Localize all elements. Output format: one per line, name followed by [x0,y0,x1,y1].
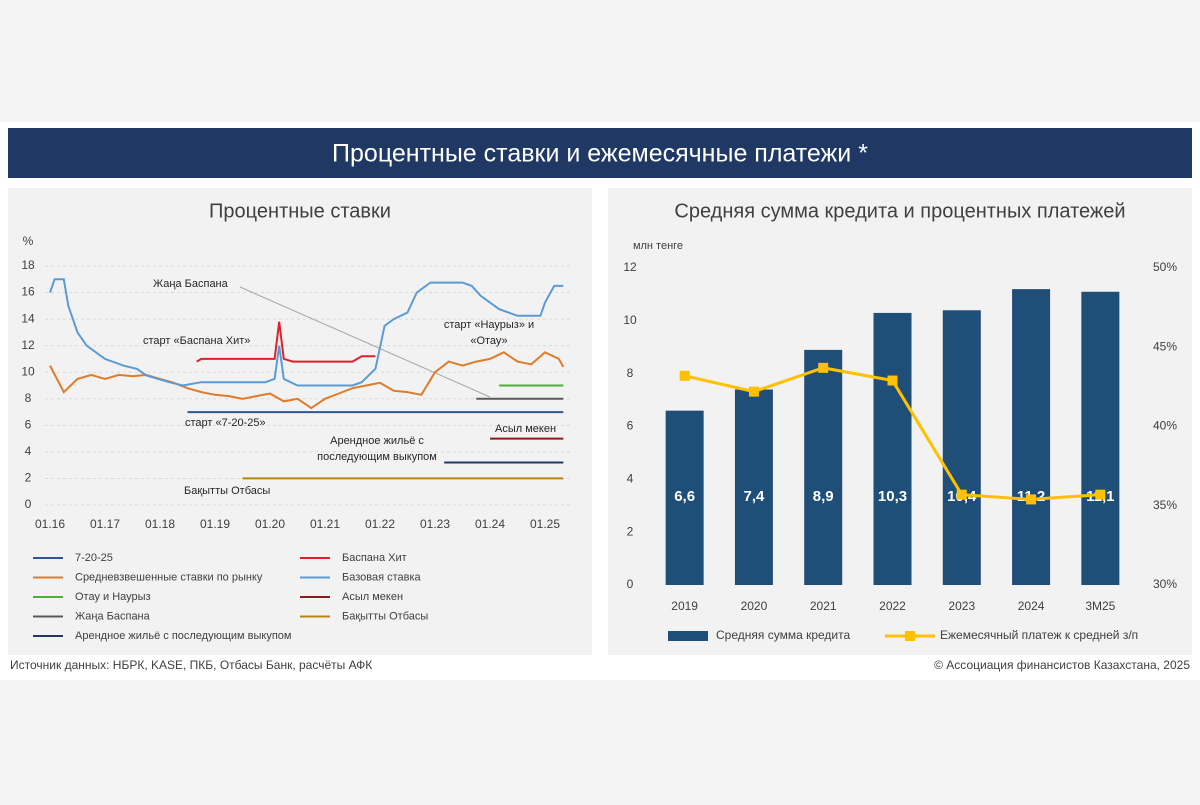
annotation: последующим выкупом [317,451,437,463]
x-tick-label: 01.19 [200,517,230,531]
y-tick-label: 0 [25,497,32,511]
x-tick-label: 01.20 [255,517,285,531]
y-tick-label: 2 [627,524,634,538]
value-label: 10,3 [878,488,907,505]
annotation: Жаңа Баспана [153,278,229,290]
annotation-pointer [239,286,491,398]
bar [734,389,773,585]
y-axis-label: млн тенге [633,240,683,252]
bar [1012,289,1051,585]
source: Источник данных: НБРК, KASE, ПКБ, Отбасы… [10,658,372,672]
legend-label: Средняя сумма кредита [716,628,850,642]
bar [665,410,704,585]
annotation: Бақытты Отбасы [184,485,270,497]
legend-label: 7-20-25 [75,552,113,564]
y-tick-label: 6 [25,418,32,432]
x-tick-label: 2022 [879,599,906,613]
x-tick-label: 01.23 [420,517,450,531]
line-marker [1026,494,1037,505]
y-tick-label: 18 [21,258,35,272]
y-tick-label: 4 [627,472,634,486]
legend-label: Базовая ставка [342,571,422,583]
x-tick-label: 2024 [1018,599,1045,613]
legend-label: Баспана Хит [342,552,407,564]
chart-title: Процентные ставки [209,200,391,222]
line-marker [679,370,690,381]
left-panel [8,188,592,655]
chart-title: Средняя сумма кредита и процентных плате… [674,200,1125,222]
x-tick-label: 2019 [671,599,698,613]
y-tick-label: 12 [623,260,637,274]
legend-label: Асыл мекен [342,591,403,603]
x-tick-label: 01.21 [310,517,340,531]
header-bar [8,128,1192,178]
legend-label: Средневзвешенные ставки по рынку [75,571,263,583]
bar [1081,291,1120,585]
y2-tick-label: 50% [1153,260,1177,274]
annotation: Асыл мекен [495,423,556,435]
series-line [196,321,376,363]
bar [942,310,981,585]
annotation: Арендное жильё с [330,435,424,447]
y-tick-label: 0 [627,577,634,591]
annotation: старт «Баспана Хит» [143,335,250,347]
y-tick-label: 12 [21,338,35,352]
x-tick-label: 3М25 [1085,599,1115,613]
line-marker [956,489,967,500]
bar [873,312,912,585]
x-tick-label: 2023 [948,599,975,613]
y-tick-label: 10 [623,313,637,327]
x-tick-label: 01.18 [145,517,175,531]
legend-label: Бақытты Отбасы [342,610,428,622]
legend-label: Отау и Наурыз [75,591,151,603]
value-label: 6,6 [674,488,695,505]
y-tick-label: 14 [21,311,35,325]
legend-label: Ежемесячный платеж к средней з/п [940,628,1138,642]
x-tick-label: 2021 [810,599,837,613]
line-marker [1095,489,1106,500]
y-axis-label: % [23,234,34,248]
y-tick-label: 2 [25,471,32,485]
y-tick-label: 10 [21,364,35,378]
line-marker [887,375,898,386]
y2-tick-label: 30% [1153,577,1177,591]
x-tick-label: 01.17 [90,517,120,531]
y2-tick-label: 35% [1153,498,1177,512]
legend-label: Жаңа Баспана [75,610,151,622]
x-tick-label: 01.24 [475,517,505,531]
y-tick-label: 6 [627,419,634,433]
y2-tick-label: 40% [1153,419,1177,433]
y-tick-label: 4 [25,444,32,458]
y-tick-label: 8 [25,391,32,405]
bar [804,349,843,585]
annotation: старт «Наурыз» и [444,319,534,331]
annotation: «Отау» [470,335,507,347]
x-tick-label: 01.22 [365,517,395,531]
x-tick-label: 2020 [741,599,768,613]
y-tick-label: 16 [21,285,35,299]
y-tick-label: 8 [627,366,634,380]
legend-swatch [668,631,708,641]
annotation: старт «7-20-25» [185,417,266,429]
line-marker [748,386,759,397]
y2-tick-label: 45% [1153,339,1177,353]
header-title: Процентные ставки и ежемесячные платежи … [332,140,868,168]
value-label: 8,9 [813,488,834,505]
legend-label: Арендное жильё с последующим выкупом [75,630,292,642]
x-tick-label: 01.25 [530,517,560,531]
x-tick-label: 01.16 [35,517,65,531]
value-label: 7,4 [743,488,765,505]
series-line [49,351,565,410]
series-line [49,278,564,387]
legend-swatch [905,631,915,641]
copyright: © Ассоциация финансистов Казахстана, 202… [934,658,1190,672]
line-marker [818,362,829,373]
